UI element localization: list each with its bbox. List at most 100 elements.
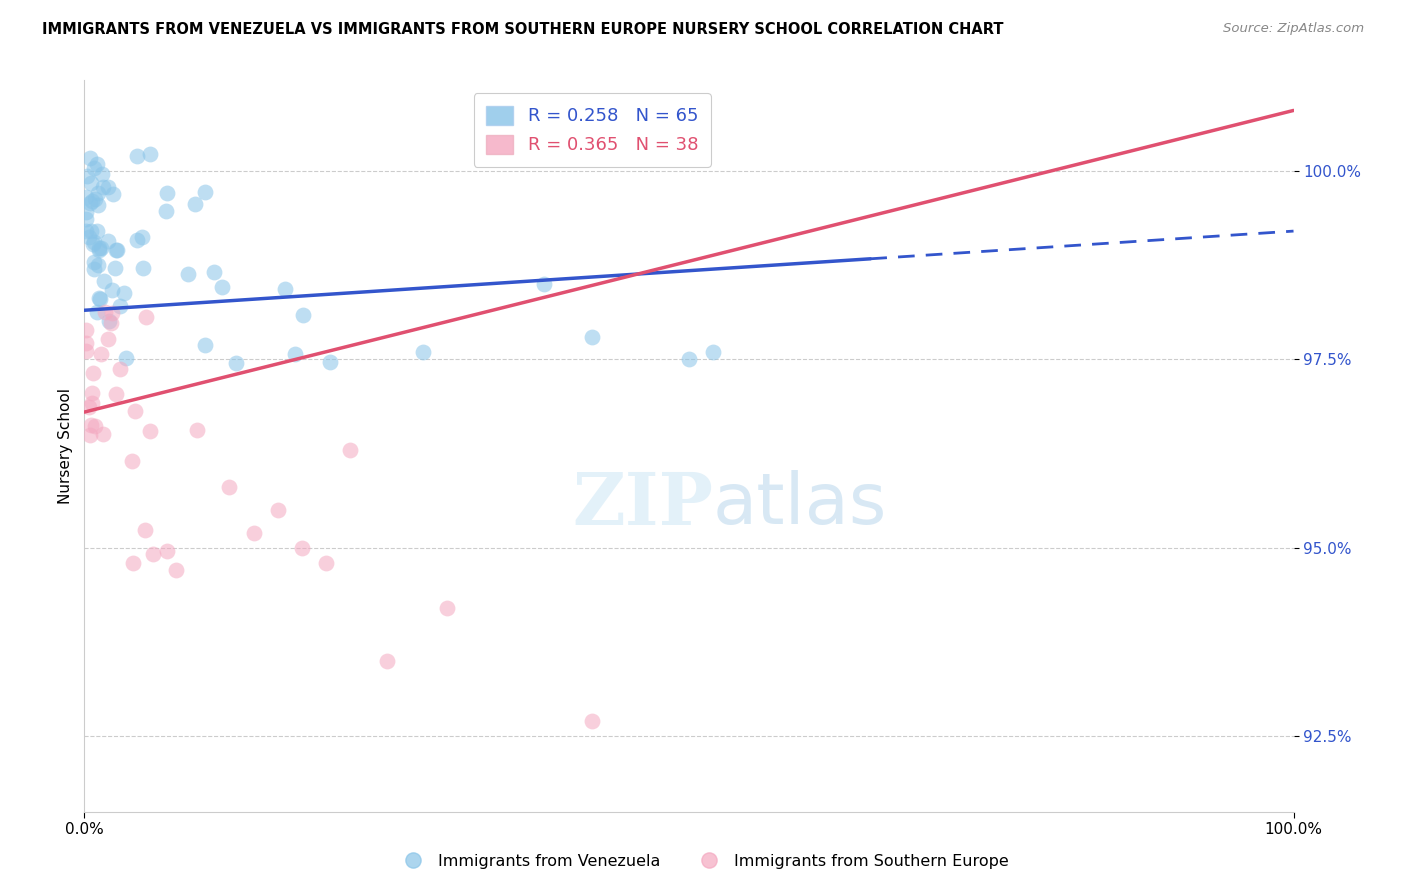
Point — [375, 654, 398, 668]
Point — [135, 310, 157, 324]
Point — [75, 343, 97, 358]
Point — [533, 277, 555, 291]
Point — [131, 260, 153, 275]
Point — [97, 332, 120, 346]
Point — [242, 525, 264, 540]
Legend: Immigrants from Venezuela, Immigrants from Southern Europe: Immigrants from Venezuela, Immigrants fr… — [391, 847, 1015, 875]
Point — [108, 299, 131, 313]
Point — [79, 151, 101, 165]
Point — [75, 336, 97, 351]
Point — [75, 204, 97, 219]
Point — [80, 417, 103, 432]
Point — [80, 224, 103, 238]
Point — [83, 192, 105, 206]
Point — [125, 233, 148, 247]
Point — [75, 224, 97, 238]
Point — [225, 356, 247, 370]
Point — [436, 601, 458, 615]
Point — [108, 362, 131, 376]
Point — [318, 355, 340, 369]
Point — [104, 386, 127, 401]
Point — [131, 230, 153, 244]
Point — [75, 211, 97, 226]
Point — [82, 236, 104, 251]
Point — [284, 346, 307, 360]
Point — [103, 186, 125, 201]
Point — [165, 563, 187, 577]
Point — [138, 424, 160, 438]
Point — [87, 186, 110, 200]
Point — [121, 454, 143, 468]
Point — [211, 279, 233, 293]
Point — [105, 243, 128, 257]
Point — [100, 316, 122, 330]
Point — [87, 291, 110, 305]
Point — [82, 366, 104, 380]
Point — [115, 351, 138, 365]
Point — [84, 419, 107, 434]
Point — [89, 292, 111, 306]
Point — [124, 404, 146, 418]
Point — [291, 308, 314, 322]
Point — [581, 329, 603, 343]
Point — [90, 168, 112, 182]
Point — [138, 147, 160, 161]
Point — [76, 169, 98, 183]
Point — [79, 230, 101, 244]
Point — [91, 180, 114, 194]
Point — [93, 274, 115, 288]
Point — [90, 347, 112, 361]
Point — [89, 241, 111, 255]
Point — [79, 427, 101, 442]
Point — [100, 306, 122, 320]
Point — [155, 204, 177, 219]
Point — [80, 194, 103, 208]
Point — [184, 197, 207, 211]
Point — [87, 197, 110, 211]
Point — [87, 258, 110, 272]
Text: atlas: atlas — [713, 470, 887, 539]
Point — [91, 426, 114, 441]
Point — [89, 243, 111, 257]
Point — [194, 338, 217, 352]
Point — [101, 283, 124, 297]
Point — [86, 224, 108, 238]
Point — [315, 556, 337, 570]
Point — [267, 503, 290, 517]
Point — [79, 196, 101, 211]
Point — [82, 386, 104, 401]
Point — [156, 544, 179, 558]
Point — [80, 177, 103, 191]
Point — [98, 314, 121, 328]
Point — [97, 234, 120, 248]
Text: Source: ZipAtlas.com: Source: ZipAtlas.com — [1223, 22, 1364, 36]
Y-axis label: Nursery School: Nursery School — [58, 388, 73, 504]
Point — [218, 480, 240, 494]
Point — [194, 185, 217, 199]
Point — [339, 442, 361, 457]
Point — [105, 243, 128, 257]
Point — [274, 282, 297, 296]
Point — [581, 714, 603, 729]
Point — [142, 547, 165, 561]
Point — [122, 556, 145, 570]
Point — [103, 260, 125, 275]
Point — [90, 241, 112, 255]
Point — [83, 161, 105, 175]
Point — [186, 423, 208, 437]
Point — [83, 235, 105, 249]
Legend: R = 0.258   N = 65, R = 0.365   N = 38: R = 0.258 N = 65, R = 0.365 N = 38 — [474, 93, 711, 167]
Point — [678, 352, 700, 367]
Point — [134, 523, 156, 537]
Point — [97, 179, 120, 194]
Point — [83, 255, 105, 269]
Point — [291, 541, 314, 555]
Point — [112, 285, 135, 300]
Point — [156, 186, 179, 200]
Point — [75, 324, 97, 338]
Point — [412, 344, 434, 359]
Point — [86, 305, 108, 319]
Point — [702, 344, 724, 359]
Point — [86, 157, 108, 171]
Point — [82, 396, 104, 410]
